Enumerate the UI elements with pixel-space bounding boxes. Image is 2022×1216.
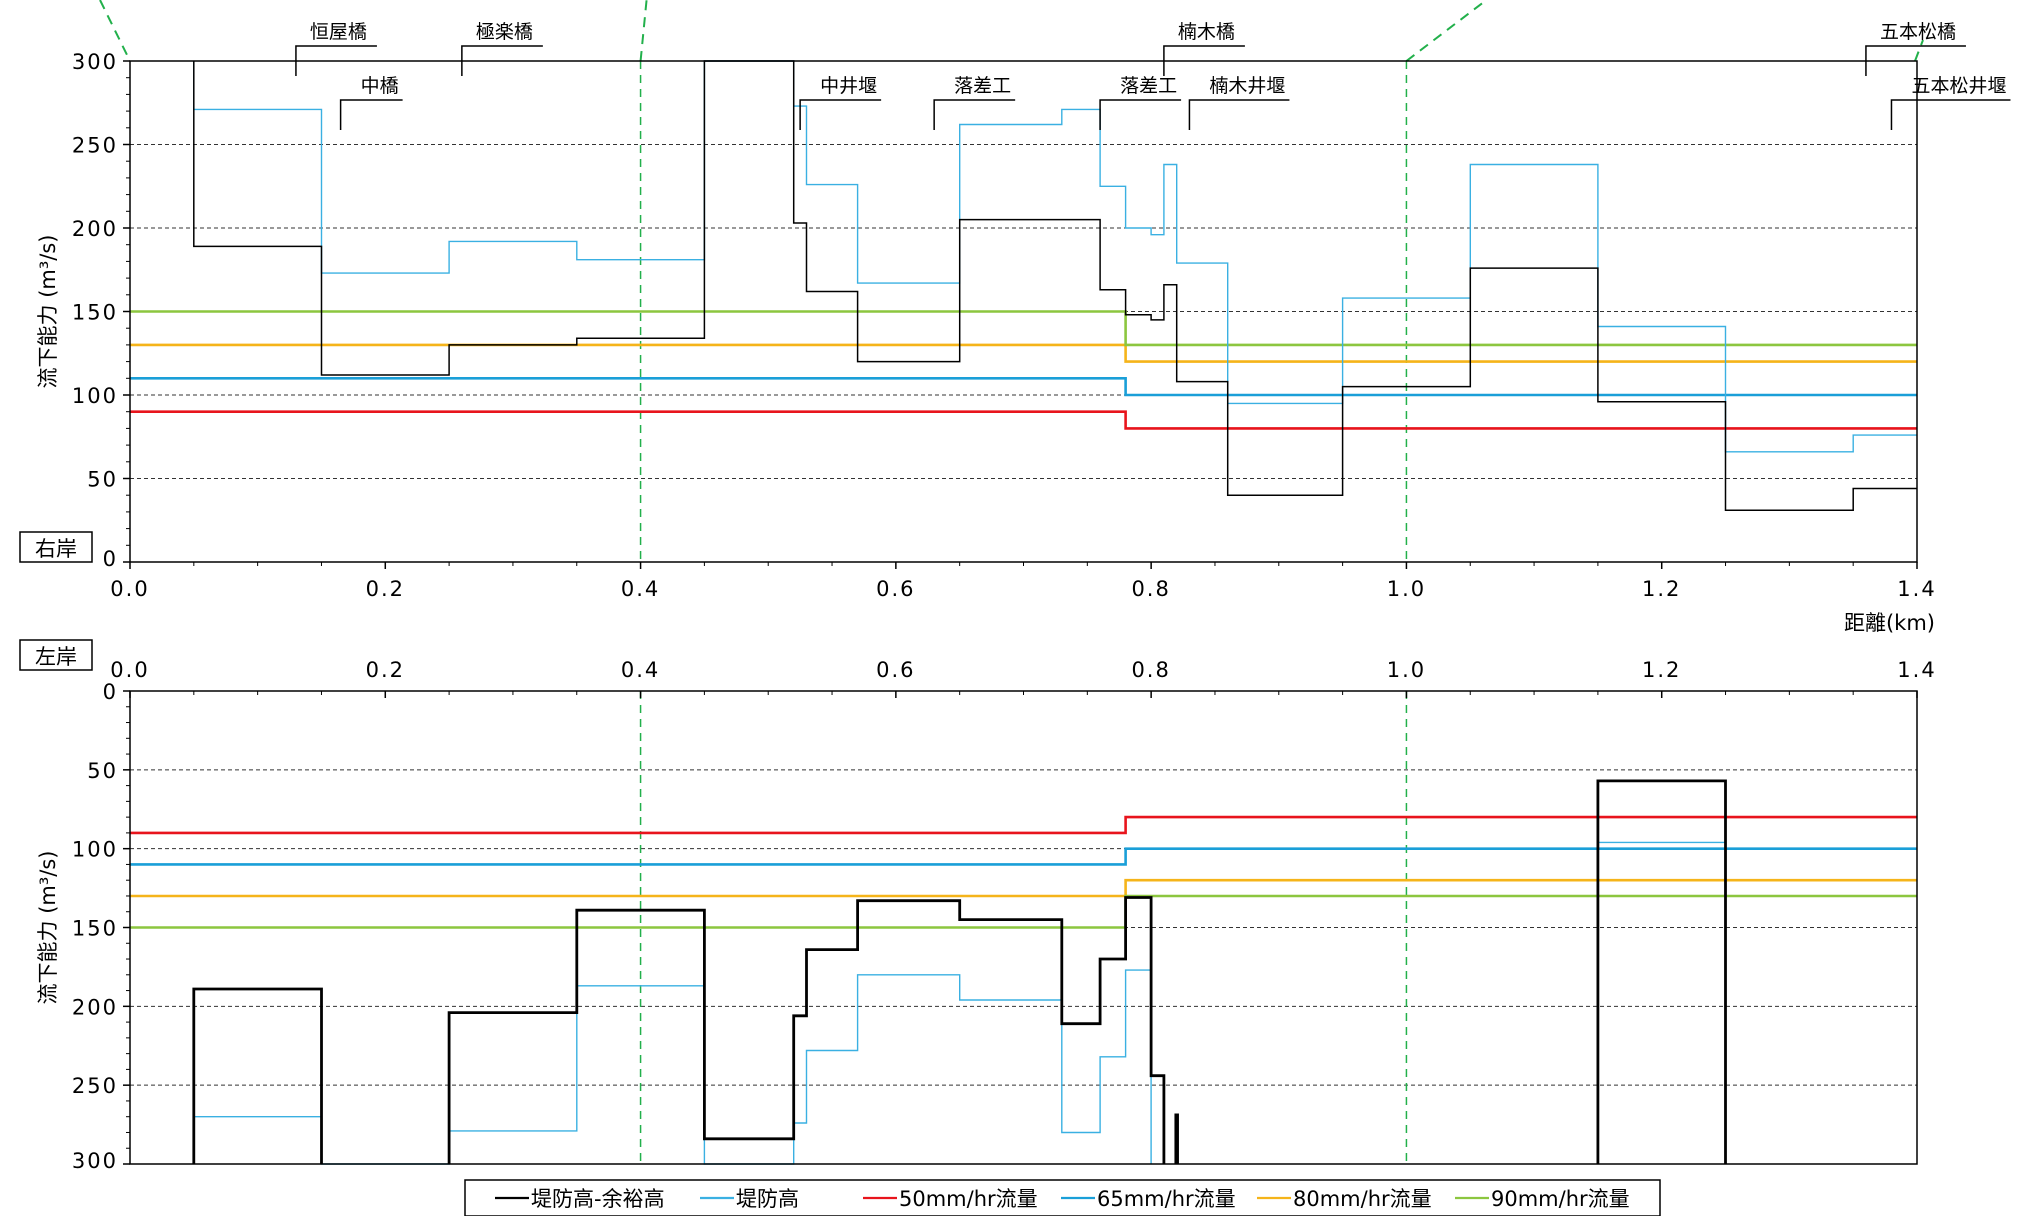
- x-tick-label: 1.2: [1642, 658, 1681, 682]
- x-tick-label: 0.4: [621, 577, 660, 601]
- side-label-box: [19, 639, 93, 671]
- y-tick-label: 250: [72, 134, 118, 158]
- x-tick-label: 0.2: [366, 577, 405, 601]
- y-tick-label: 200: [72, 995, 118, 1019]
- side-label: 左岸: [35, 645, 77, 669]
- structure-label: 中橋: [361, 75, 399, 97]
- structure-label: 楠木橋: [1178, 21, 1235, 43]
- y-tick-label: 200: [72, 217, 118, 241]
- legend-label: 80mm/hr流量: [1293, 1187, 1432, 1211]
- y-tick-label: 50: [87, 468, 118, 492]
- series-line: [130, 878, 1917, 898]
- series-line: [192, 987, 323, 1164]
- structure-label: 落差工: [954, 75, 1011, 97]
- series-line: [130, 343, 1917, 363]
- structure-label: 五本松橋: [1880, 21, 1956, 43]
- y-tick-label: 0: [103, 547, 118, 571]
- side-label-box: [19, 531, 93, 563]
- series-line: [1597, 841, 1727, 1164]
- y-axis-title: 流下能力 (m³/s): [36, 235, 60, 389]
- reference-line-extension: [99, 0, 131, 62]
- series-line: [193, 969, 1152, 1165]
- structure-label: 恒屋橋: [310, 21, 367, 43]
- x-tick-label: 0.8: [1131, 577, 1170, 601]
- side-label: 右岸: [35, 537, 77, 561]
- structure-leader: [1099, 99, 1182, 130]
- y-tick-label: 150: [72, 301, 118, 325]
- series-line: [130, 894, 1917, 929]
- legend-label: 堤防高: [736, 1187, 799, 1211]
- structure-leader: [1188, 99, 1290, 130]
- series-line: [130, 847, 1917, 866]
- structure-label: 極楽橋: [476, 21, 533, 43]
- legend-label: 65mm/hr流量: [1097, 1187, 1236, 1211]
- y-tick-label: 100: [72, 838, 118, 862]
- legend-label: 90mm/hr流量: [1491, 1187, 1630, 1211]
- x-tick-label: 0.6: [876, 658, 915, 682]
- legend-label: 50mm/hr流量: [899, 1187, 1038, 1211]
- structure-label: 中井堰: [820, 75, 877, 97]
- structure-leader: [1865, 45, 1966, 76]
- series-line: [193, 60, 1917, 511]
- structure-leader: [339, 99, 403, 130]
- x-tick-label: 1.4: [1897, 577, 1936, 601]
- series-line: [130, 310, 1917, 347]
- series-line: [130, 376, 1917, 397]
- y-tick-label: 100: [72, 384, 118, 408]
- x-tick-label: 1.2: [1642, 577, 1681, 601]
- y-tick-label: 150: [72, 917, 118, 941]
- series-line: [130, 410, 1917, 430]
- y-tick-label: 50: [87, 759, 118, 783]
- x-tick-label: 0.8: [1131, 658, 1170, 682]
- y-tick-label: 300: [72, 50, 118, 74]
- x-tick-label: 0.4: [621, 658, 660, 682]
- x-tick-label: 0.0: [110, 577, 149, 601]
- x-tick-label: 0.0: [110, 658, 149, 682]
- reference-line-extension: [1914, 39, 1924, 62]
- structure-leader: [1163, 45, 1245, 76]
- x-tick-label: 1.0: [1387, 658, 1426, 682]
- structure-leader: [933, 99, 1016, 130]
- reference-line-extension: [1405, 0, 1488, 62]
- y-tick-label: 250: [72, 1074, 118, 1098]
- structure-leader: [295, 45, 377, 76]
- y-axis-title: 流下能力 (m³/s): [36, 851, 60, 1005]
- structure-label: 落差工: [1120, 75, 1177, 97]
- series-line: [193, 60, 1917, 453]
- x-tick-label: 0.6: [876, 577, 915, 601]
- series-line: [130, 815, 1917, 835]
- structure-leader: [799, 99, 882, 130]
- y-tick-label: 0: [103, 680, 118, 704]
- reference-line-extension: [639, 0, 648, 62]
- structure-label: 楠木井堰: [1209, 75, 1285, 97]
- legend-label: 堤防高-余裕高: [531, 1187, 665, 1211]
- x-tick-label: 1.0: [1387, 577, 1426, 601]
- x-axis-title: 距離(km): [1844, 611, 1935, 635]
- x-tick-label: 0.2: [366, 658, 405, 682]
- series-line: [1596, 779, 1727, 1164]
- series-line: [447, 896, 1166, 1164]
- structure-leader: [461, 45, 543, 76]
- y-tick-label: 300: [72, 1149, 118, 1173]
- structure-leader: [1890, 99, 2011, 130]
- x-tick-label: 1.4: [1897, 658, 1936, 682]
- structure-label: 五本松井堰: [1911, 75, 2006, 97]
